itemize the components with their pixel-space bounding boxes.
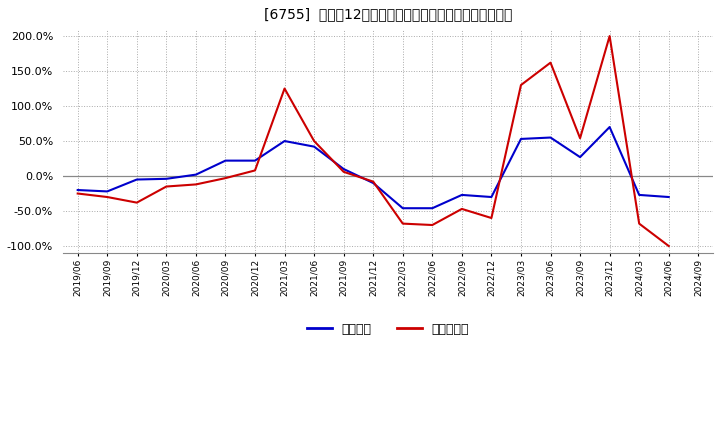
Title: [6755]  利益だ12か月移動合計の対前年同期増減率の推移: [6755] 利益だ12か月移動合計の対前年同期増減率の推移 bbox=[264, 7, 512, 21]
経常利益 bbox=[635, 192, 644, 198]
当期純利益 bbox=[103, 194, 112, 200]
当期純利益 bbox=[576, 136, 585, 141]
当期純利益 bbox=[339, 169, 348, 175]
経常利益 bbox=[132, 177, 141, 182]
当期純利益 bbox=[457, 206, 466, 212]
当期純利益 bbox=[192, 182, 200, 187]
当期純利益 bbox=[665, 243, 673, 249]
Legend: 経常利益, 当期純利益: 経常利益, 当期純利益 bbox=[302, 318, 474, 341]
経常利益 bbox=[103, 189, 112, 194]
経常利益 bbox=[310, 144, 318, 149]
経常利益 bbox=[576, 154, 585, 160]
当期純利益 bbox=[221, 176, 230, 181]
経常利益 bbox=[162, 176, 171, 181]
当期純利益 bbox=[280, 86, 289, 91]
経常利益 bbox=[517, 136, 526, 142]
経常利益 bbox=[251, 158, 259, 163]
経常利益 bbox=[665, 194, 673, 200]
Line: 経常利益: 経常利益 bbox=[78, 127, 669, 208]
経常利益 bbox=[369, 180, 377, 186]
当期純利益 bbox=[487, 215, 496, 220]
経常利益 bbox=[280, 139, 289, 144]
経常利益 bbox=[192, 172, 200, 177]
当期純利益 bbox=[606, 33, 614, 39]
当期純利益 bbox=[310, 139, 318, 144]
経常利益 bbox=[73, 187, 82, 193]
当期純利益 bbox=[369, 179, 377, 184]
当期純利益 bbox=[428, 222, 436, 227]
経常利益 bbox=[428, 205, 436, 211]
経常利益 bbox=[606, 125, 614, 130]
経常利益 bbox=[546, 135, 555, 140]
当期純利益 bbox=[398, 221, 407, 226]
経常利益 bbox=[398, 205, 407, 211]
当期純利益 bbox=[517, 82, 526, 88]
当期純利益 bbox=[162, 184, 171, 189]
当期純利益 bbox=[546, 60, 555, 65]
経常利益 bbox=[221, 158, 230, 163]
当期純利益 bbox=[73, 191, 82, 196]
Line: 当期純利益: 当期純利益 bbox=[78, 36, 669, 246]
経常利益 bbox=[487, 194, 496, 200]
経常利益 bbox=[339, 166, 348, 172]
当期純利益 bbox=[635, 221, 644, 226]
当期純利益 bbox=[132, 200, 141, 205]
経常利益 bbox=[457, 192, 466, 198]
当期純利益 bbox=[251, 168, 259, 173]
